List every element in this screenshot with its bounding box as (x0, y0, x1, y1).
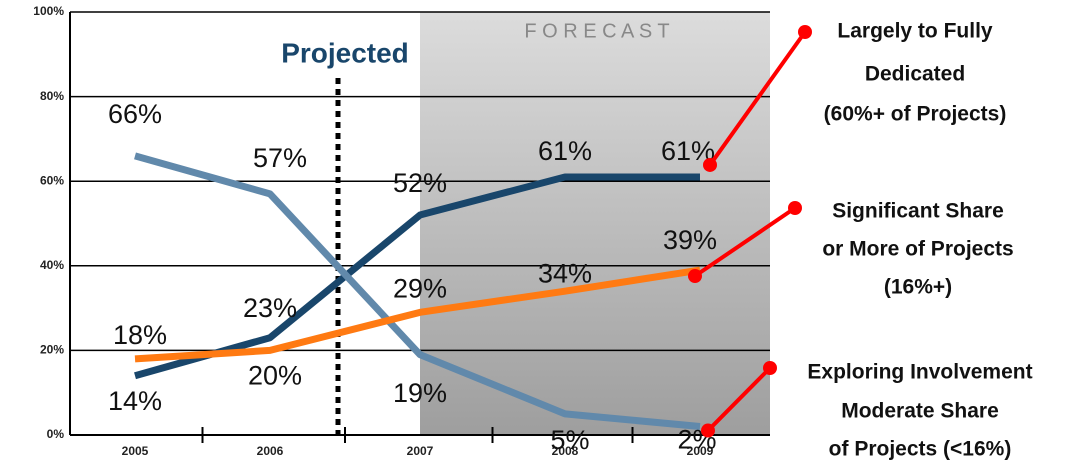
y-tick-label: 80% (40, 89, 64, 103)
callout-dot (701, 423, 715, 438)
x-tick-label: 2007 (407, 444, 434, 458)
data-label: 34% (538, 258, 592, 288)
callout-dot (798, 25, 812, 39)
y-tick-label: 0% (47, 427, 65, 441)
annotation: or More of Projects (822, 238, 1013, 261)
forecast-region (420, 12, 770, 435)
data-label: 39% (663, 225, 717, 255)
callout-dot (788, 201, 802, 215)
data-label: 66% (108, 99, 162, 129)
annotation: of Projects (<16%) (829, 438, 1012, 461)
annotation: Largely to Fully (837, 20, 993, 43)
callout-dot (688, 269, 702, 284)
data-label: 29% (393, 273, 447, 303)
y-tick-label: 100% (33, 4, 64, 18)
callout-line (708, 30, 807, 167)
callout-line (693, 206, 797, 278)
callout-dot (763, 361, 777, 375)
x-tick-label: 2009 (687, 444, 714, 458)
x-tick-label: 2006 (257, 444, 284, 458)
y-tick-label: 40% (40, 258, 64, 272)
data-label: 19% (393, 378, 447, 408)
annotation: (16%+) (884, 276, 952, 299)
annotation: Moderate Share (841, 400, 999, 423)
annotation: Significant Share (832, 200, 1004, 223)
projected-label: Projected (281, 37, 409, 68)
y-tick-label: 60% (40, 173, 64, 187)
data-label: 61% (538, 136, 592, 166)
callout-dot (703, 157, 717, 172)
data-label: 14% (108, 386, 162, 416)
y-tick-label: 20% (40, 343, 64, 357)
data-label: 20% (248, 361, 302, 391)
x-tick-label: 2008 (552, 444, 579, 458)
data-label: 23% (243, 293, 297, 323)
data-label: 5% (550, 425, 589, 455)
data-label: 52% (393, 168, 447, 198)
annotation: (60%+ of Projects) (824, 103, 1007, 126)
annotation: Dedicated (865, 63, 965, 86)
series-line (134, 152, 701, 431)
callout-line (706, 366, 772, 432)
x-tick-label: 2005 (122, 444, 149, 458)
data-label: 57% (253, 143, 307, 173)
series-line (134, 266, 701, 363)
annotation: Exploring Involvement (807, 361, 1032, 384)
forecast-label: F O R E C A S T (524, 20, 669, 42)
data-label: 18% (113, 320, 167, 350)
